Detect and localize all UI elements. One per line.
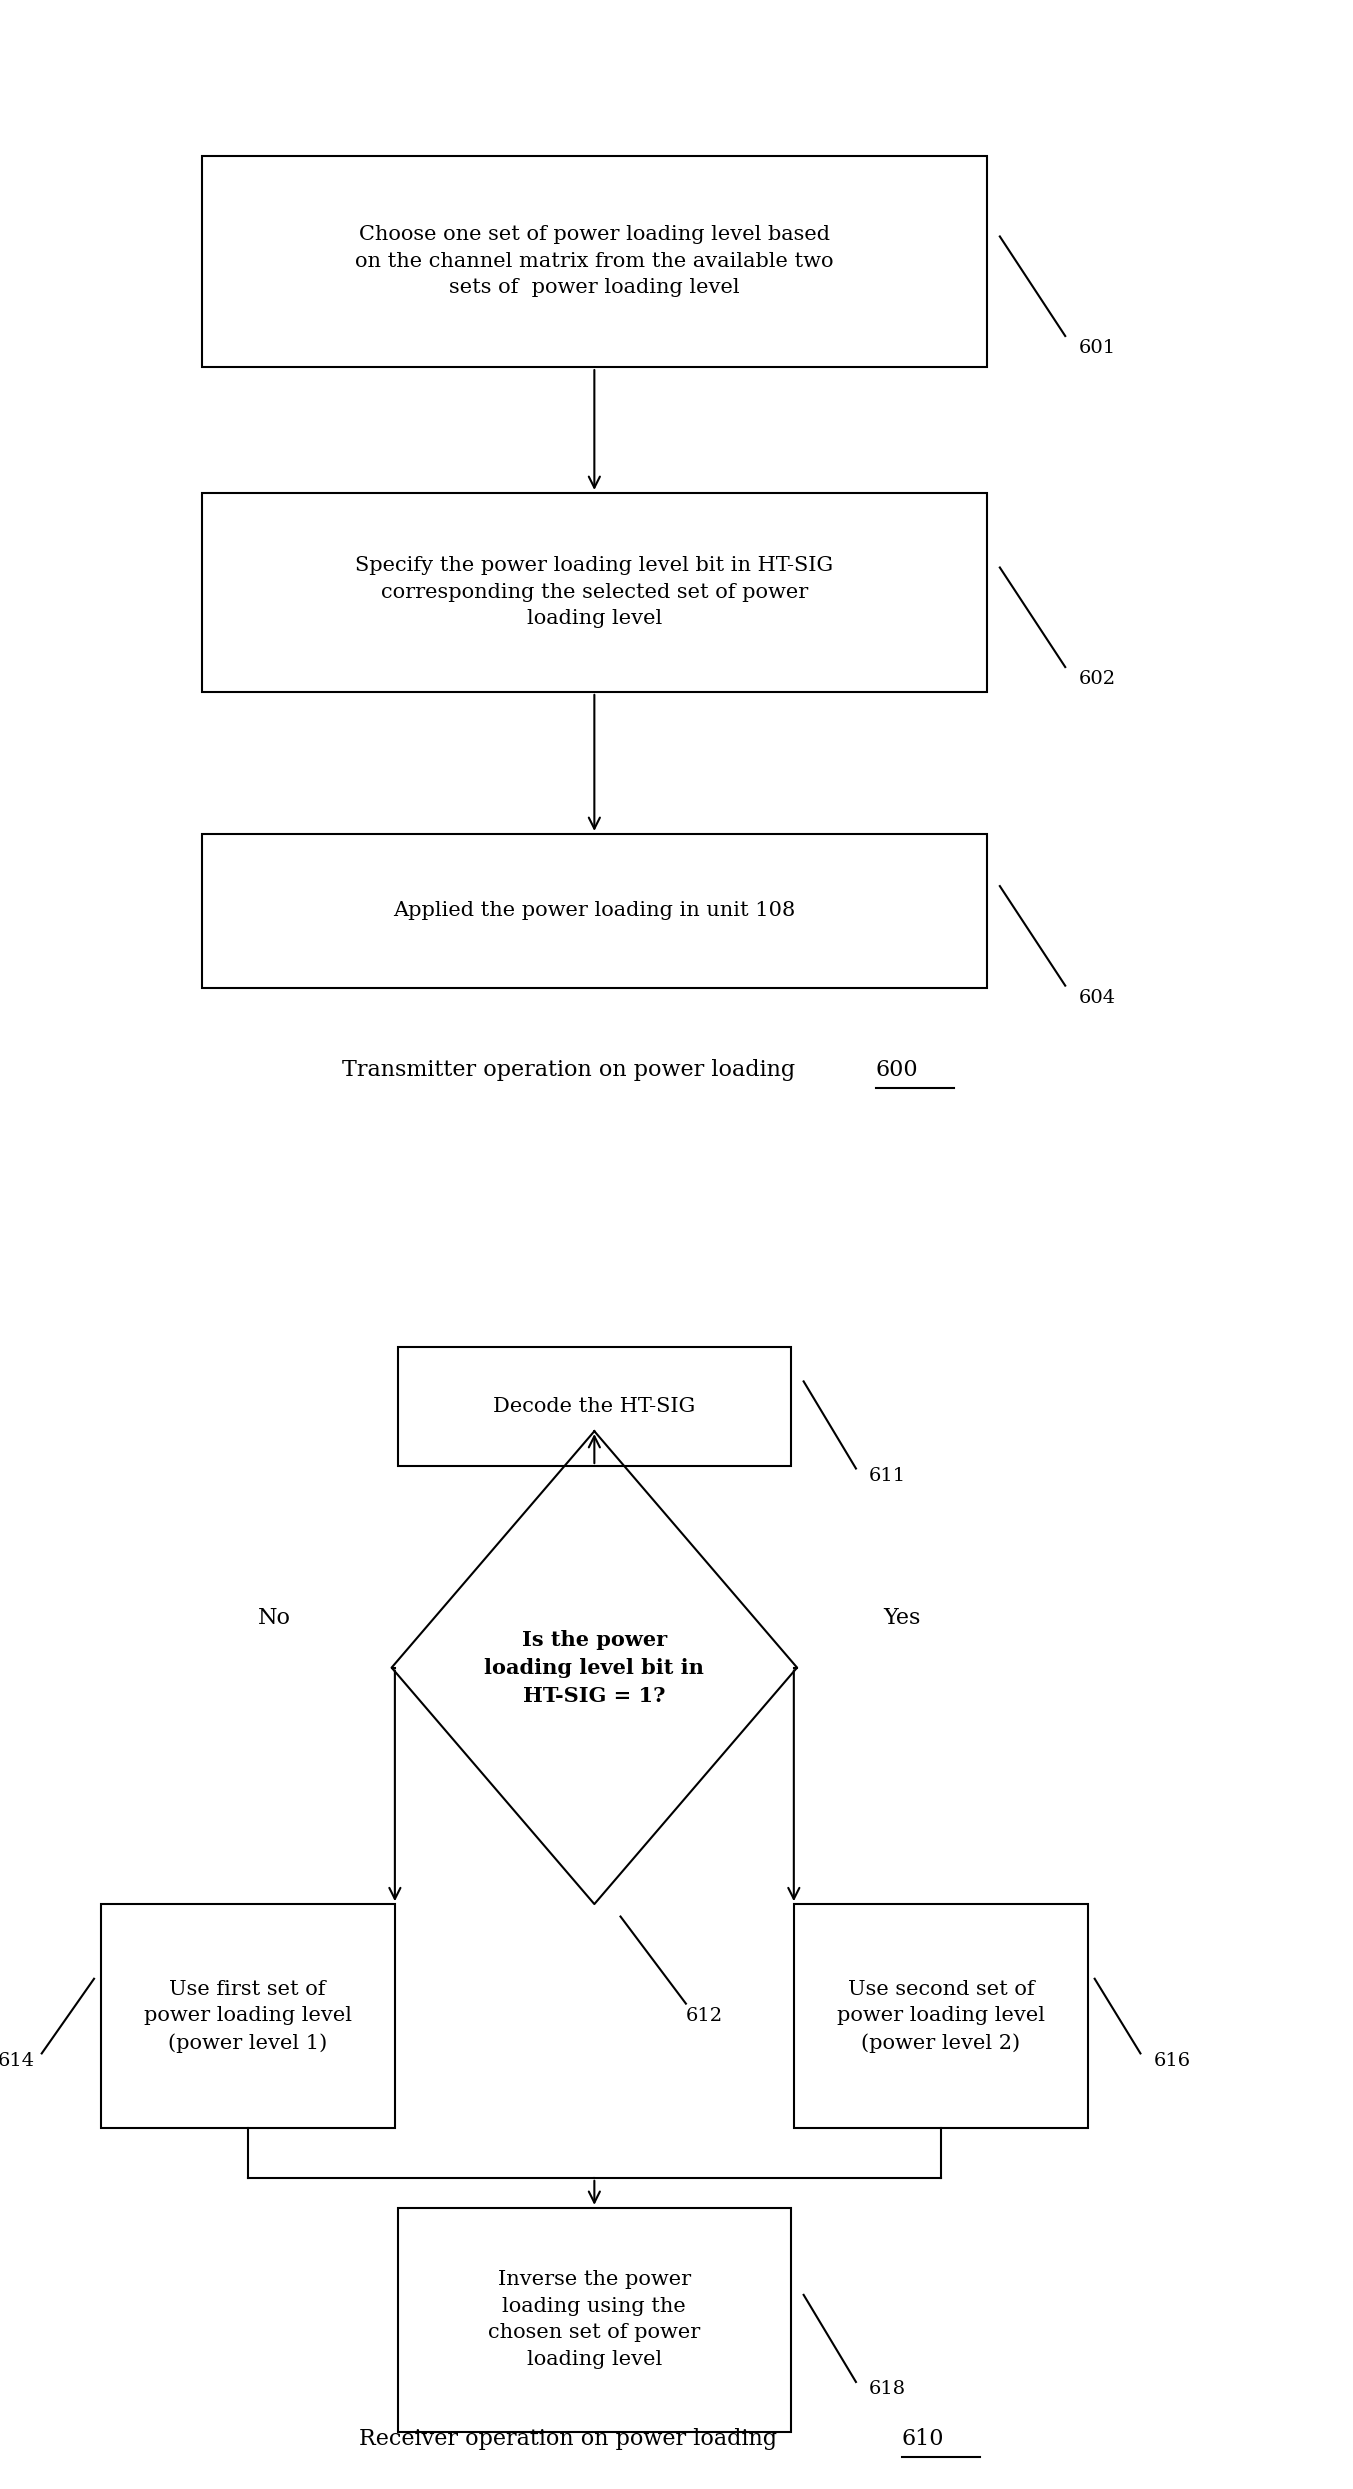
Text: No: No	[257, 1608, 291, 1628]
Text: 611: 611	[869, 1466, 907, 1486]
Text: Choose one set of power loading level based
on the channel matrix from the avail: Choose one set of power loading level ba…	[354, 226, 833, 296]
Text: Receiver operation on power loading: Receiver operation on power loading	[359, 2429, 777, 2449]
Text: 610: 610	[901, 2429, 944, 2449]
FancyBboxPatch shape	[398, 1347, 790, 1466]
FancyBboxPatch shape	[794, 1904, 1088, 2128]
Text: 602: 602	[1078, 670, 1115, 689]
Text: Yes: Yes	[884, 1608, 920, 1628]
Text: Specify the power loading level bit in HT-SIG
corresponding the selected set of : Specify the power loading level bit in H…	[356, 558, 833, 627]
Text: 618: 618	[869, 2379, 907, 2399]
Text: Applied the power loading in unit 108: Applied the power loading in unit 108	[394, 901, 796, 921]
Text: Inverse the power
loading using the
chosen set of power
loading level: Inverse the power loading using the chos…	[488, 2270, 701, 2370]
Text: Use second set of
power loading level
(power level 2): Use second set of power loading level (p…	[838, 1979, 1045, 2053]
Text: Transmitter operation on power loading: Transmitter operation on power loading	[341, 1060, 794, 1080]
Text: 600: 600	[875, 1060, 919, 1080]
FancyBboxPatch shape	[202, 493, 986, 692]
Text: 601: 601	[1078, 339, 1115, 358]
Text: Is the power
loading level bit in
HT-SIG = 1?: Is the power loading level bit in HT-SIG…	[484, 1630, 705, 1705]
Text: 612: 612	[686, 2006, 723, 2026]
Text: Use first set of
power loading level
(power level 1): Use first set of power loading level (po…	[143, 1979, 352, 2053]
FancyBboxPatch shape	[398, 2208, 790, 2432]
FancyBboxPatch shape	[100, 1904, 395, 2128]
FancyBboxPatch shape	[202, 154, 986, 368]
Text: 616: 616	[1154, 2051, 1191, 2071]
Text: Decode the HT-SIG: Decode the HT-SIG	[494, 1396, 695, 1416]
Text: 614: 614	[0, 2051, 35, 2071]
Text: 604: 604	[1078, 988, 1115, 1008]
FancyBboxPatch shape	[202, 834, 986, 988]
